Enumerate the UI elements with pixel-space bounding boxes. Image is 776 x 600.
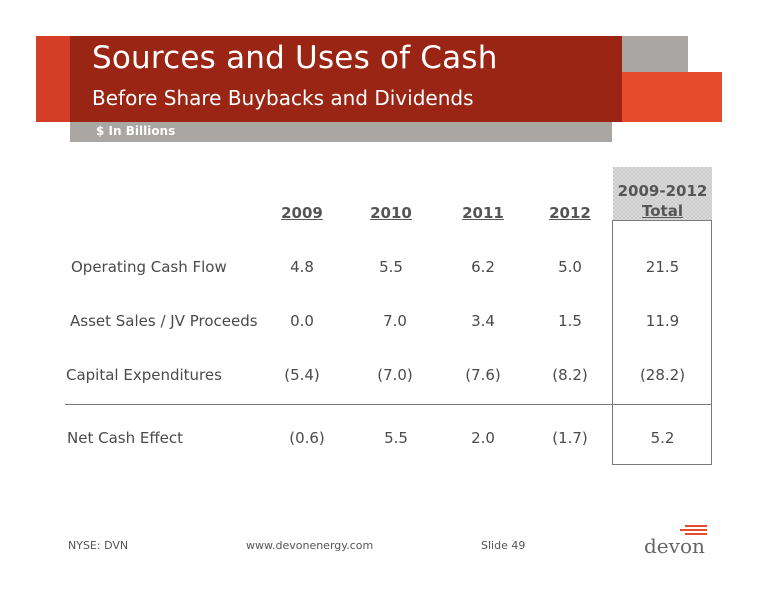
row-label-capital-expenditures: Capital Expenditures	[66, 366, 222, 384]
table-cell: (8.2)	[552, 366, 588, 384]
devon-logo: devon	[640, 522, 710, 558]
title-banner	[70, 36, 622, 122]
column-header-total: 2009-2012 Total	[613, 181, 712, 221]
table-cell: (5.4)	[284, 366, 320, 384]
total-header-label: Total	[642, 202, 683, 220]
column-header-2010: 2010	[370, 204, 412, 222]
table-cell: (1.7)	[552, 429, 588, 447]
units-bar	[70, 121, 612, 142]
footer-ticker: NYSE: DVN	[68, 539, 129, 552]
table-cell: 6.2	[471, 258, 495, 276]
row-label-net-cash-effect: Net Cash Effect	[67, 429, 184, 447]
logo-stripe	[685, 533, 707, 535]
table-cell: (7.0)	[377, 366, 413, 384]
table-cell: 7.0	[383, 312, 407, 330]
column-header-2012: 2012	[549, 204, 591, 222]
logo-stripe	[680, 529, 707, 531]
total-header-years: 2009-2012	[617, 182, 708, 200]
total-cell: 5.2	[650, 429, 675, 447]
table-cell: 3.4	[471, 312, 495, 330]
table-cell: 5.0	[558, 258, 582, 276]
table-cell: 0.0	[290, 312, 314, 330]
column-header-2011: 2011	[462, 204, 504, 222]
total-cell: 21.5	[645, 258, 680, 276]
table-cell: 5.5	[379, 258, 403, 276]
page-title: Sources and Uses of Cash	[92, 40, 498, 76]
column-header-2009: 2009	[281, 204, 323, 222]
total-cell: 11.9	[645, 312, 680, 330]
table-cell: 5.5	[384, 429, 408, 447]
logo-stripe	[685, 525, 707, 527]
header-accent-gray	[621, 36, 688, 72]
table-cell: 4.8	[290, 258, 314, 276]
logo-text: devon	[644, 534, 705, 558]
table-cell: (7.6)	[465, 366, 501, 384]
net-divider-line	[65, 404, 712, 405]
header-accent-left	[36, 36, 76, 122]
page-subtitle: Before Share Buybacks and Dividends	[92, 86, 474, 110]
units-label: $ In Billions	[96, 124, 176, 138]
header-accent-orange	[611, 72, 722, 122]
footer-slide-number: Slide 49	[481, 539, 526, 552]
row-label-asset-sales: Asset Sales / JV Proceeds	[70, 312, 258, 330]
table-cell: 2.0	[471, 429, 495, 447]
table-cell: (0.6)	[289, 429, 325, 447]
row-label-operating-cash-flow: Operating Cash Flow	[71, 258, 227, 276]
total-column-box	[612, 220, 712, 465]
total-header-background	[613, 167, 712, 220]
footer-website[interactable]: www.devonenergy.com	[246, 539, 374, 552]
table-cell: 1.5	[558, 312, 582, 330]
total-cell: (28.2)	[639, 366, 686, 384]
